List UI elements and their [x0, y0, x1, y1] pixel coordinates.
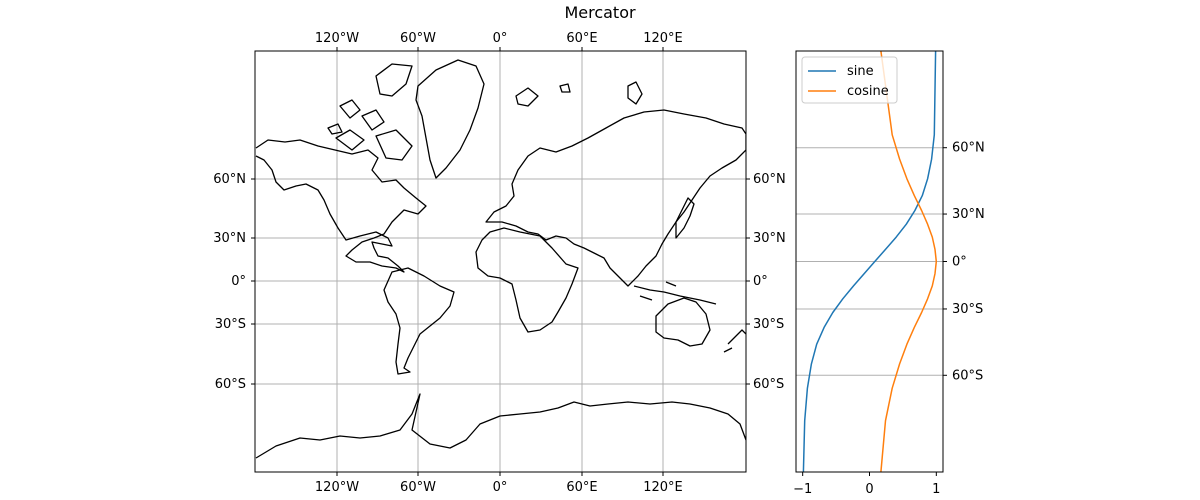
line-y-tick-label: 30°N — [952, 207, 985, 222]
map-left-tick-label: 30°S — [215, 317, 246, 332]
legend-label-cosine: cosine — [847, 84, 889, 99]
map-bottom-tick-label: 0° — [493, 480, 508, 495]
map-top-tick-label: 0° — [493, 31, 508, 46]
series-line-cosine — [880, 51, 938, 472]
map-right-tick-label: 60°S — [753, 377, 784, 392]
line-y-tick-label: 30°S — [952, 302, 983, 317]
series-line-sine — [802, 51, 937, 472]
coastline-australia — [655, 297, 711, 347]
map-left-tick-label: 30°N — [213, 231, 246, 246]
map-left-tick-label: 60°N — [213, 172, 246, 187]
line-panel: −1 0 1 60°N 30°N 0° 30°S 60°S sine cosine — [793, 50, 985, 497]
line-series-group — [802, 51, 938, 472]
coastline-new-zealand — [723, 329, 746, 353]
map-bottom-tick-label: 60°E — [566, 480, 597, 495]
coastline-arctic-islands — [327, 63, 413, 161]
line-gridlines — [796, 147, 943, 376]
map-top-tick-label: 120°W — [315, 31, 359, 46]
line-x-tick-label: 0 — [865, 482, 873, 497]
map-gridlines — [255, 51, 746, 472]
map-left-tick-label: 60°S — [215, 377, 246, 392]
map-top-tick-label: 120°E — [643, 31, 683, 46]
coastline-japan — [675, 197, 695, 239]
map-panel: 120°W 60°W 0° 60°E 120°E 120°W 60°W 0° 6… — [213, 31, 786, 495]
map-right-tick-label: 60°N — [753, 172, 786, 187]
map-right-tick-label: 30°N — [753, 231, 786, 246]
line-x-tick-label: −1 — [793, 482, 812, 497]
map-right-tick-label: 0° — [753, 274, 768, 289]
legend: sine cosine — [801, 56, 898, 104]
line-y-tick-label: 60°S — [952, 368, 983, 383]
coastline-europe-asia — [485, 109, 746, 287]
map-top-tick-label: 60°W — [400, 31, 436, 46]
line-x-tick-label: 1 — [932, 482, 940, 497]
map-bottom-tick-label: 120°W — [315, 480, 359, 495]
line-y-tick-label: 60°N — [952, 141, 985, 156]
coastline-north-america — [255, 139, 427, 273]
map-bottom-tick-label: 120°E — [643, 480, 683, 495]
coastline-antarctica — [255, 393, 746, 459]
coastline-africa — [475, 227, 579, 333]
coastline-greenland — [415, 59, 485, 179]
map-tick-marks — [251, 47, 750, 476]
line-y-tick-label: 0° — [952, 255, 967, 270]
map-top-tick-label: 60°E — [566, 31, 597, 46]
coastline-indonesia — [633, 281, 717, 305]
line-ticks: −1 0 1 60°N 30°N 0° 30°S 60°S — [793, 141, 985, 497]
figure-title: Mercator — [564, 3, 636, 22]
coastline-svalbard-islands — [515, 81, 643, 107]
map-right-tick-label: 30°S — [753, 317, 784, 332]
map-bottom-tick-label: 60°W — [400, 480, 436, 495]
map-left-tick-label: 0° — [231, 274, 246, 289]
legend-label-sine: sine — [847, 64, 874, 79]
coastlines — [255, 59, 746, 459]
coastline-south-america — [383, 267, 455, 375]
